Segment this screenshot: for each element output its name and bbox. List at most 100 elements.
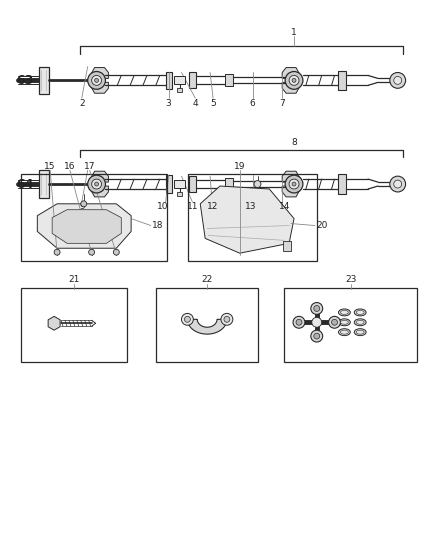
Text: 15: 15	[44, 162, 56, 171]
Circle shape	[88, 249, 95, 255]
Polygon shape	[187, 319, 227, 334]
Text: 19: 19	[234, 162, 245, 171]
Bar	[189, 72, 196, 88]
Circle shape	[113, 249, 119, 255]
Text: 2: 2	[79, 99, 85, 108]
Bar	[21, 174, 167, 261]
Circle shape	[289, 179, 299, 189]
Polygon shape	[200, 186, 294, 253]
Bar	[173, 180, 185, 188]
Bar	[339, 174, 346, 194]
Polygon shape	[88, 68, 109, 78]
Ellipse shape	[339, 319, 350, 326]
Polygon shape	[282, 186, 302, 197]
Circle shape	[314, 305, 320, 311]
Polygon shape	[282, 83, 302, 93]
Circle shape	[95, 182, 99, 186]
Polygon shape	[88, 171, 109, 182]
Text: 16: 16	[64, 162, 76, 171]
Bar	[173, 76, 185, 84]
Circle shape	[88, 175, 106, 193]
Text: 12: 12	[207, 202, 219, 211]
Text: 22: 22	[201, 276, 213, 284]
Ellipse shape	[354, 309, 366, 316]
Bar	[21, 288, 127, 362]
Bar	[177, 192, 183, 196]
Circle shape	[328, 317, 340, 328]
Ellipse shape	[339, 309, 350, 316]
Bar	[39, 170, 49, 198]
Circle shape	[390, 176, 406, 192]
Text: 1: 1	[291, 28, 297, 37]
Bar	[189, 176, 196, 192]
Bar	[177, 88, 183, 92]
Bar	[283, 241, 291, 251]
Circle shape	[81, 201, 87, 207]
Text: 18: 18	[152, 221, 163, 230]
Polygon shape	[52, 209, 121, 243]
Circle shape	[312, 317, 321, 327]
Bar	[166, 175, 172, 193]
Circle shape	[390, 72, 406, 88]
Circle shape	[181, 313, 193, 325]
Circle shape	[293, 317, 305, 328]
Polygon shape	[37, 204, 131, 248]
Text: 9: 9	[79, 202, 85, 211]
Bar	[225, 178, 233, 190]
Ellipse shape	[339, 329, 350, 336]
Circle shape	[285, 175, 303, 193]
Text: 20: 20	[316, 221, 327, 230]
Bar	[156, 288, 258, 362]
Text: 8: 8	[291, 138, 297, 147]
Ellipse shape	[340, 310, 348, 314]
Circle shape	[292, 78, 296, 83]
Polygon shape	[88, 186, 109, 197]
Bar	[39, 67, 49, 94]
Circle shape	[394, 76, 402, 84]
Circle shape	[254, 181, 261, 188]
Text: 7: 7	[279, 99, 285, 108]
Ellipse shape	[356, 320, 364, 324]
Circle shape	[394, 180, 402, 188]
Text: 23: 23	[346, 276, 357, 284]
Circle shape	[311, 303, 323, 314]
Text: 13: 13	[245, 202, 256, 211]
Circle shape	[88, 71, 106, 89]
Circle shape	[92, 179, 102, 189]
Text: 17: 17	[84, 162, 95, 171]
Text: 64: 64	[16, 177, 33, 191]
Bar	[225, 75, 233, 86]
Ellipse shape	[354, 319, 366, 326]
Polygon shape	[282, 171, 302, 182]
Circle shape	[296, 319, 302, 325]
Text: 6: 6	[250, 99, 255, 108]
Circle shape	[289, 76, 299, 85]
Circle shape	[184, 317, 191, 322]
Ellipse shape	[340, 320, 348, 324]
Circle shape	[314, 333, 320, 339]
Circle shape	[224, 317, 230, 322]
Circle shape	[311, 330, 323, 342]
Text: 11: 11	[187, 202, 198, 211]
Bar	[284, 288, 417, 362]
Text: 4: 4	[192, 99, 198, 108]
Ellipse shape	[356, 330, 364, 334]
Text: 10: 10	[157, 202, 169, 211]
Ellipse shape	[340, 330, 348, 334]
Text: 14: 14	[279, 202, 290, 211]
Text: 21: 21	[68, 276, 80, 284]
Circle shape	[292, 182, 296, 186]
Bar	[166, 71, 172, 89]
Circle shape	[221, 313, 233, 325]
Circle shape	[285, 71, 303, 89]
Text: 3: 3	[166, 99, 172, 108]
Bar	[188, 174, 317, 261]
Circle shape	[332, 319, 337, 325]
Ellipse shape	[356, 310, 364, 314]
Polygon shape	[48, 317, 60, 330]
Circle shape	[95, 78, 99, 83]
Polygon shape	[282, 68, 302, 78]
Circle shape	[54, 249, 60, 255]
Circle shape	[92, 76, 102, 85]
Bar	[339, 70, 346, 90]
